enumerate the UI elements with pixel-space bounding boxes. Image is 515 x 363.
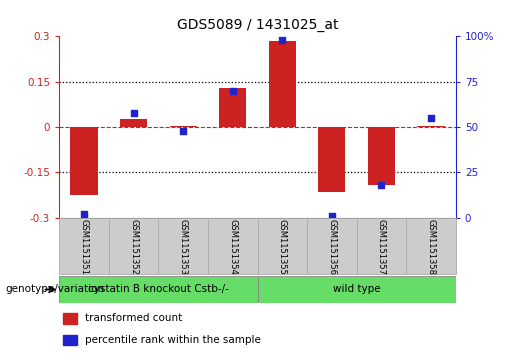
Point: [278, 37, 286, 43]
Point: [129, 110, 138, 115]
Point: [80, 211, 88, 217]
Bar: [71, 127, 98, 195]
Text: GSM1151354: GSM1151354: [228, 220, 237, 276]
Bar: [356, 218, 406, 274]
Text: GSM1151352: GSM1151352: [129, 220, 138, 276]
Text: cystatin B knockout Cstb-/-: cystatin B knockout Cstb-/-: [88, 285, 229, 294]
Text: genotype/variation: genotype/variation: [5, 285, 104, 294]
Bar: [63, 335, 77, 345]
Bar: [109, 218, 159, 274]
Bar: [258, 218, 307, 274]
Point: [229, 88, 237, 94]
Bar: [208, 218, 258, 274]
Bar: [63, 313, 77, 324]
Bar: [406, 218, 456, 274]
Text: GSM1151358: GSM1151358: [426, 220, 436, 276]
Text: GSM1151355: GSM1151355: [278, 220, 287, 276]
Bar: [59, 276, 258, 303]
Bar: [368, 127, 395, 184]
Text: GSM1151353: GSM1151353: [179, 220, 187, 276]
Text: percentile rank within the sample: percentile rank within the sample: [85, 335, 261, 345]
Text: GSM1151351: GSM1151351: [79, 220, 89, 276]
Bar: [120, 119, 147, 127]
Bar: [258, 276, 456, 303]
Text: GSM1151356: GSM1151356: [328, 220, 336, 276]
Bar: [59, 218, 109, 274]
Text: transformed count: transformed count: [85, 314, 182, 323]
Bar: [307, 218, 356, 274]
Point: [328, 213, 336, 219]
Point: [427, 115, 435, 121]
Bar: [219, 88, 246, 127]
Text: GSM1151357: GSM1151357: [377, 220, 386, 276]
Bar: [417, 126, 444, 127]
Point: [377, 182, 386, 188]
Bar: [318, 127, 346, 192]
Point: [179, 128, 187, 134]
Bar: [169, 126, 197, 127]
Title: GDS5089 / 1431025_at: GDS5089 / 1431025_at: [177, 19, 338, 33]
Text: wild type: wild type: [333, 285, 381, 294]
Bar: [269, 41, 296, 127]
Bar: [159, 218, 208, 274]
